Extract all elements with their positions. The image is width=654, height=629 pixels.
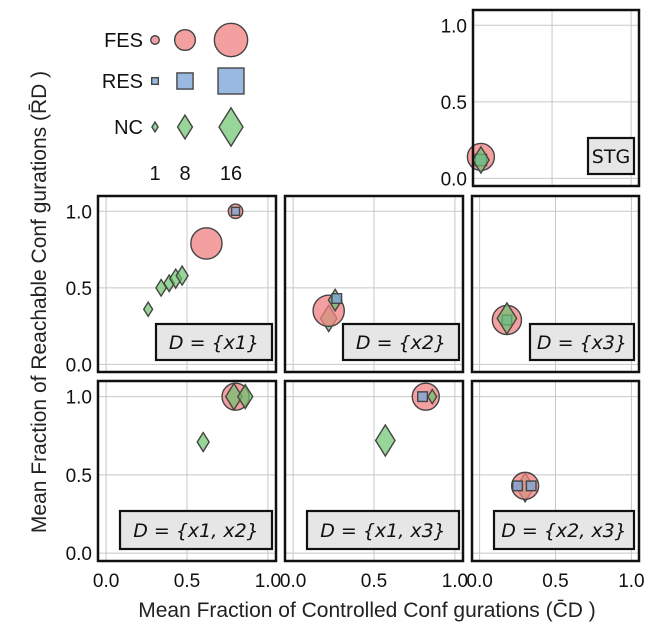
x-tick-label: 0.0 xyxy=(93,571,119,592)
legend-marker-res xyxy=(150,76,160,86)
size-legend: FES RES NC 1 8 16 xyxy=(102,22,249,185)
panel-STG: 0.0 0.5 1.0 STG xyxy=(441,8,641,190)
panel-label: D = {x1, x2} xyxy=(133,520,259,542)
legend-marker-fes xyxy=(173,28,197,52)
panel-label-box xyxy=(492,509,636,551)
legend-marker-nc xyxy=(151,120,159,134)
panel-frame xyxy=(283,194,465,374)
point-nc xyxy=(196,431,210,453)
x-tick-label: 0.0 xyxy=(280,571,306,592)
panel-frame xyxy=(96,379,278,563)
panel-label-box xyxy=(528,322,636,362)
point-nc xyxy=(496,301,518,336)
panel-frame xyxy=(470,379,641,563)
point-nc xyxy=(374,423,396,458)
panel-label: D = {x2, x3} xyxy=(501,520,627,542)
panel-label-box xyxy=(341,322,461,362)
x-tick-label: 1.0 xyxy=(442,571,468,592)
point-nc xyxy=(224,382,243,412)
point-nc xyxy=(142,300,154,318)
legend-size-label: 16 xyxy=(220,163,242,185)
y-tick-label: 1.0 xyxy=(66,388,92,409)
panel-x1: 0.0 0.5 1.0 D = {x1} xyxy=(66,194,278,376)
y-tick-label: 0.0 xyxy=(441,169,467,190)
y-tick-label: 0.5 xyxy=(441,93,467,114)
panel-frame xyxy=(96,194,278,374)
y-tick-label: 1.0 xyxy=(441,16,467,37)
panel-x3: D = {x3} xyxy=(470,194,641,374)
point-nc xyxy=(471,145,490,175)
point-fes xyxy=(190,227,223,260)
point-res xyxy=(512,480,524,492)
panel-label: D = {x1} xyxy=(169,332,259,354)
y-tick-label: 0.5 xyxy=(66,279,92,300)
panel-label-box xyxy=(154,322,274,362)
y-axis-title: Mean Fraction of Reachable Conf guration… xyxy=(28,71,51,533)
legend-marker-nc xyxy=(218,106,244,148)
y-tick-label: 1.0 xyxy=(66,202,92,223)
point-res xyxy=(331,293,343,305)
point-res xyxy=(230,206,241,216)
point-nc xyxy=(175,264,189,287)
panel-frame xyxy=(470,194,641,374)
panel-label-box xyxy=(118,509,274,551)
legend-size-label: 8 xyxy=(179,163,190,185)
panel-label: D = {x3} xyxy=(537,332,627,354)
legend-label-res: RES xyxy=(102,71,143,93)
legend-label-fes: FES xyxy=(104,30,143,52)
x-tick-label: 0.5 xyxy=(174,571,200,592)
point-res xyxy=(417,391,429,403)
point-nc xyxy=(427,388,438,406)
y-tick-label: 0.5 xyxy=(66,466,92,487)
panel-x2: D = {x2} xyxy=(283,194,465,374)
x-tick-label: 0.5 xyxy=(361,571,387,592)
panel-label-box xyxy=(586,136,636,176)
panel-frame xyxy=(471,8,641,188)
panel-label-box xyxy=(305,509,461,551)
x-tick-label: 1.0 xyxy=(255,571,281,592)
y-tick-label: 0.0 xyxy=(66,544,92,565)
x-tick-label: 0.0 xyxy=(466,571,492,592)
y-tick-label: 0.0 xyxy=(66,355,92,376)
legend-label-nc: NC xyxy=(114,117,143,139)
panel-label: D = {x1, x3} xyxy=(320,520,446,542)
point-nc xyxy=(236,383,254,410)
legend-marker-nc xyxy=(176,113,194,141)
point-res xyxy=(525,480,537,492)
point-fes xyxy=(510,471,540,501)
x-tick-label: 0.5 xyxy=(542,571,568,592)
legend-marker-res xyxy=(217,67,245,95)
legend-size-label: 1 xyxy=(149,163,160,185)
panel-label: STG xyxy=(592,146,630,168)
legend-marker-res xyxy=(176,72,194,90)
x-axis-title: Mean Fraction of Controlled Conf guratio… xyxy=(138,599,596,622)
panel-x2x3: 0.0 0.5 1.0 D = {x2, x3} xyxy=(466,379,645,592)
legend-marker-fes xyxy=(150,35,160,45)
x-tick-label: 1.0 xyxy=(618,571,644,592)
panel-frame xyxy=(283,379,465,563)
panel-x1x3: 0.0 0.5 1.0 D = {x1, x3} xyxy=(280,379,468,592)
panel-label: D = {x2} xyxy=(356,332,446,354)
legend-marker-fes xyxy=(213,22,249,58)
panel-x1x2: 0.0 0.5 1.0 0.0 0.5 1.0 D = {x1, x2} xyxy=(66,379,281,592)
